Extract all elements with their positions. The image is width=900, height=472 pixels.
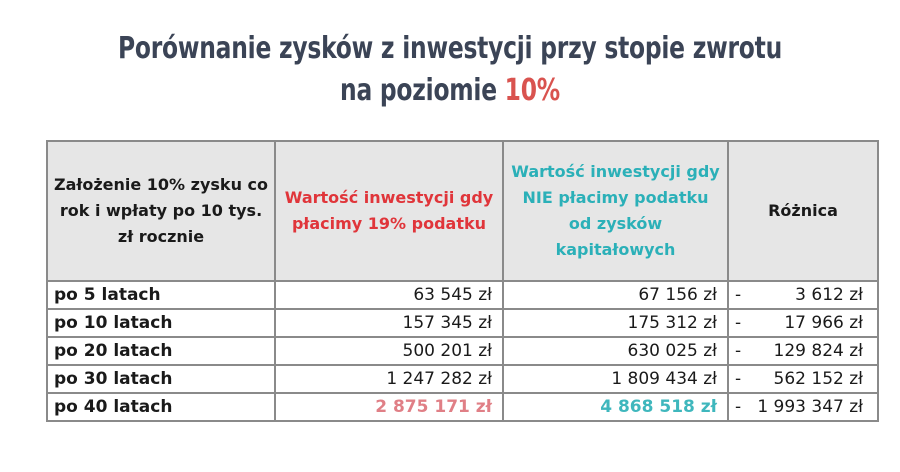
difference-amount: 129 824 zł <box>773 341 863 361</box>
value-difference: - 17 966 zł <box>727 308 879 338</box>
table-row: po 20 latach 500 201 zł 630 025 zł - 129 … <box>46 336 879 366</box>
difference-amount: 1 993 347 zł <box>757 397 863 417</box>
header-difference: Różnica <box>727 140 879 282</box>
difference-amount: 3 612 zł <box>795 285 863 305</box>
title-line-2: na poziomie 10% <box>99 70 801 112</box>
value-difference: - 3 612 zł <box>727 280 879 310</box>
difference-sign: - <box>735 397 742 417</box>
value-with-tax-highlight: 2 875 171 zł <box>274 392 504 422</box>
value-with-tax: 1 247 282 zł <box>274 364 504 394</box>
value-with-tax: 500 201 zł <box>274 336 504 366</box>
header-assumption: Założenie 10% zysku co rok i wpłaty po 1… <box>46 140 276 282</box>
value-with-tax: 63 545 zł <box>274 280 504 310</box>
value-difference: -1 993 347 zł <box>727 392 879 422</box>
difference-sign: - <box>735 341 742 361</box>
difference-sign: - <box>735 369 742 389</box>
table-header-row: Założenie 10% zysku co rok i wpłaty po 1… <box>46 140 879 282</box>
difference-sign: - <box>735 285 742 305</box>
table-row: po 5 latach 63 545 zł 67 156 zł - 3 612 z… <box>46 280 879 310</box>
value-no-tax: 175 312 zł <box>502 308 729 338</box>
table-row: po 40 latach 2 875 171 zł 4 868 518 zł -… <box>46 392 879 422</box>
value-difference: - 562 152 zł <box>727 364 879 394</box>
comparison-table: Założenie 10% zysku co rok i wpłaty po 1… <box>46 140 879 422</box>
difference-amount: 562 152 zł <box>773 369 863 389</box>
row-label: po 20 latach <box>46 336 276 366</box>
difference-sign: - <box>735 313 742 333</box>
difference-amount: 17 966 zł <box>784 313 863 333</box>
title-line-1: Porównanie zysków z inwestycji przy stop… <box>117 31 783 66</box>
value-no-tax: 1 809 434 zł <box>502 364 729 394</box>
table-row: po 30 latach 1 247 282 zł 1 809 434 zł -… <box>46 364 879 394</box>
rate-highlight: 10% <box>504 73 561 108</box>
value-no-tax-highlight: 4 868 518 zł <box>502 392 729 422</box>
header-no-tax: Wartość inwestycji gdy NIE płacimy podat… <box>502 140 729 282</box>
page-title: Porównanie zysków z inwestycji przy stop… <box>99 28 801 112</box>
value-difference: - 129 824 zł <box>727 336 879 366</box>
value-no-tax: 67 156 zł <box>502 280 729 310</box>
row-label: po 5 latach <box>46 280 276 310</box>
table-row: po 10 latach 157 345 zł 175 312 zł - 17 9… <box>46 308 879 338</box>
title-line-2-prefix: na poziomie <box>340 73 497 108</box>
row-label: po 30 latach <box>46 364 276 394</box>
row-label: po 40 latach <box>46 392 276 422</box>
value-no-tax: 630 025 zł <box>502 336 729 366</box>
value-with-tax: 157 345 zł <box>274 308 504 338</box>
row-label: po 10 latach <box>46 308 276 338</box>
header-with-tax: Wartość inwestycji gdy płacimy 19% podat… <box>274 140 504 282</box>
